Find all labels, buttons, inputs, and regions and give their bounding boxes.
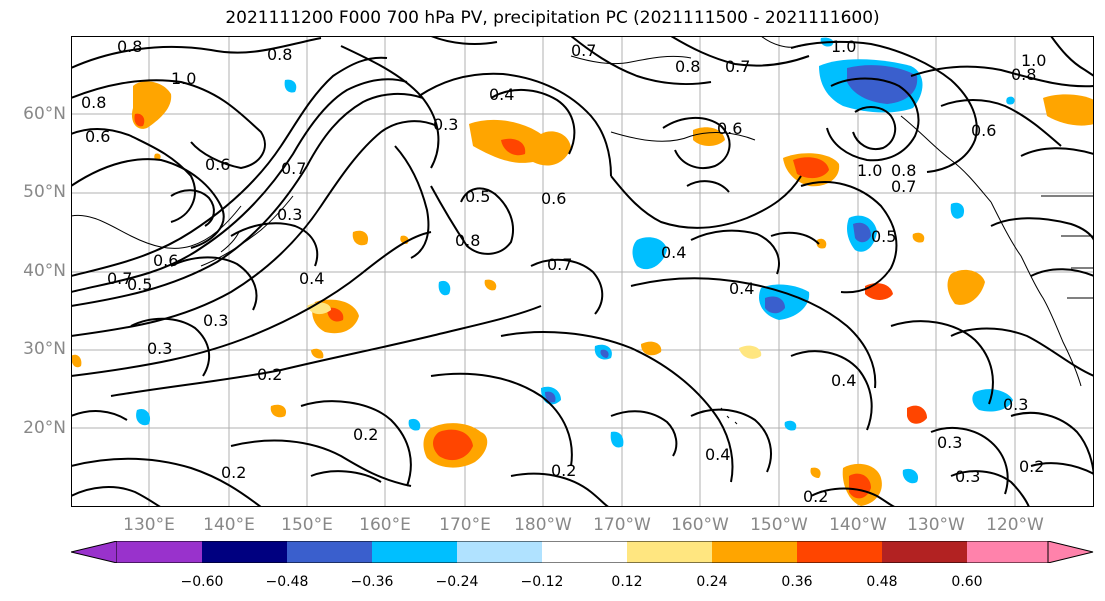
contour-label: 0.5 bbox=[871, 227, 896, 246]
lon-label: 180°W bbox=[514, 515, 572, 535]
colorbar-tick: −0.60 bbox=[180, 574, 224, 590]
colorbar-swatch bbox=[712, 541, 797, 563]
contour-label: 0.8 bbox=[891, 161, 916, 180]
contour-label: 0.7 bbox=[107, 269, 132, 288]
contour-label: 0.4 bbox=[489, 85, 514, 104]
contour-label: 0.3 bbox=[955, 467, 980, 486]
contour-label: 0.3 bbox=[1003, 395, 1028, 414]
lon-label: 140°W bbox=[829, 515, 887, 535]
contour-label: 0.3 bbox=[433, 115, 458, 134]
lon-label: 130°E bbox=[123, 515, 175, 535]
colorbar-swatch bbox=[627, 541, 712, 563]
colorbar-swatch bbox=[542, 541, 627, 563]
colorbar-swatch bbox=[797, 541, 882, 563]
contour-label: 0.7 bbox=[547, 255, 572, 274]
colorbar-swatch bbox=[202, 541, 287, 563]
lon-label: 120°W bbox=[986, 515, 1044, 535]
contour-label: 0.6 bbox=[971, 121, 996, 140]
contour-label: 0.5 bbox=[127, 275, 152, 294]
contour-labels: 0.8 0.8 1.0 0.8 0.4 0.3 0.7 0.8 0.7 1.0 … bbox=[81, 37, 1046, 506]
lon-label: 160°W bbox=[671, 515, 729, 535]
contour-label: 0.6 bbox=[85, 127, 110, 146]
lon-label: 130°W bbox=[907, 515, 965, 535]
lat-label: 40°N bbox=[23, 261, 66, 281]
contour-label: 0.4 bbox=[661, 243, 686, 262]
contour-label: 1.0 bbox=[831, 37, 856, 56]
lon-label: 170°E bbox=[439, 515, 491, 535]
contour-label: 0.2 bbox=[551, 461, 576, 480]
contour-label: 0.3 bbox=[277, 205, 302, 224]
lon-label: 150°E bbox=[281, 515, 333, 535]
colorbar-tick: −0.36 bbox=[350, 574, 394, 590]
contour-label: 0.3 bbox=[203, 311, 228, 330]
colorbar-tick: 0.60 bbox=[951, 574, 983, 590]
contour-label: 0.4 bbox=[831, 371, 856, 390]
contour-label: 0.8 bbox=[117, 37, 142, 56]
map-panel: 0.8 0.8 1.0 0.8 0.4 0.3 0.7 0.8 0.7 1.0 … bbox=[71, 36, 1094, 507]
lon-label: 170°W bbox=[593, 515, 651, 535]
contour-label: 0.7 bbox=[281, 159, 306, 178]
colorbar-tick: −0.24 bbox=[435, 574, 479, 590]
colorbar-swatch bbox=[457, 541, 542, 563]
colorbar-swatch bbox=[117, 541, 202, 563]
contour-label: 1.0 bbox=[171, 69, 196, 88]
contour-label: 0.4 bbox=[729, 279, 754, 298]
contour-label: 0.7 bbox=[725, 57, 750, 76]
contour-label: 0.2 bbox=[221, 463, 246, 482]
contour-label: 0.6 bbox=[541, 189, 566, 208]
contour-label: 0.4 bbox=[299, 269, 324, 288]
pv-contours bbox=[71, 36, 1094, 507]
contour-label: 0.2 bbox=[803, 487, 828, 506]
colorbar-extend-high bbox=[1047, 541, 1094, 563]
colorbar-tick: −0.12 bbox=[520, 574, 564, 590]
colorbar-swatch bbox=[967, 541, 1048, 563]
contour-label: 0.6 bbox=[153, 251, 178, 270]
contour-label: 0.4 bbox=[705, 445, 730, 464]
colorbar-tick: 0.36 bbox=[781, 574, 813, 590]
lon-label: 160°E bbox=[359, 515, 411, 535]
lat-label: 30°N bbox=[23, 339, 66, 359]
contour-label: 0.2 bbox=[257, 365, 282, 384]
contour-label: 0.8 bbox=[675, 57, 700, 76]
colorbar-extend-low bbox=[71, 541, 118, 563]
coastlines bbox=[71, 36, 1094, 425]
contour-label: 0.6 bbox=[717, 119, 742, 138]
colorbar-swatch bbox=[372, 541, 457, 563]
colorbar-swatch bbox=[287, 541, 372, 563]
colorbar-tick: 0.24 bbox=[696, 574, 728, 590]
contour-label: 0.3 bbox=[147, 339, 172, 358]
colorbar-tick: 0.12 bbox=[611, 574, 643, 590]
contour-label: 0.3 bbox=[937, 433, 962, 452]
colorbar-swatch bbox=[882, 541, 967, 563]
contour-label: 0.6 bbox=[205, 155, 230, 174]
contour-label: 0.8 bbox=[455, 231, 480, 250]
contour-label: 1.0 bbox=[1021, 51, 1046, 70]
contour-label: 0.7 bbox=[891, 177, 916, 196]
contour-label: 0.8 bbox=[1011, 65, 1036, 84]
lon-label: 140°E bbox=[203, 515, 255, 535]
contour-label: 1.0 bbox=[857, 161, 882, 180]
lat-label: 20°N bbox=[23, 418, 66, 438]
contour-label: 0.2 bbox=[353, 425, 378, 444]
map-canvas: 0.8 0.8 1.0 0.8 0.4 0.3 0.7 0.8 0.7 1.0 … bbox=[71, 36, 1094, 507]
contour-label: 0.8 bbox=[267, 45, 292, 64]
precip-shading bbox=[71, 37, 1094, 506]
colorbar bbox=[71, 541, 1094, 563]
lat-label: 60°N bbox=[23, 104, 66, 124]
lon-label: 150°W bbox=[750, 515, 808, 535]
map-title: 2021111200 F000 700 hPa PV, precipitatio… bbox=[225, 8, 880, 28]
contour-label: 0.2 bbox=[1019, 457, 1044, 476]
colorbar-tick: −0.48 bbox=[265, 574, 309, 590]
colorbar-tick: 0.48 bbox=[866, 574, 898, 590]
contour-label: 0.7 bbox=[571, 41, 596, 60]
contour-label: 0.5 bbox=[465, 187, 490, 206]
lat-label: 50°N bbox=[23, 182, 66, 202]
contour-label: 0.8 bbox=[81, 93, 106, 112]
